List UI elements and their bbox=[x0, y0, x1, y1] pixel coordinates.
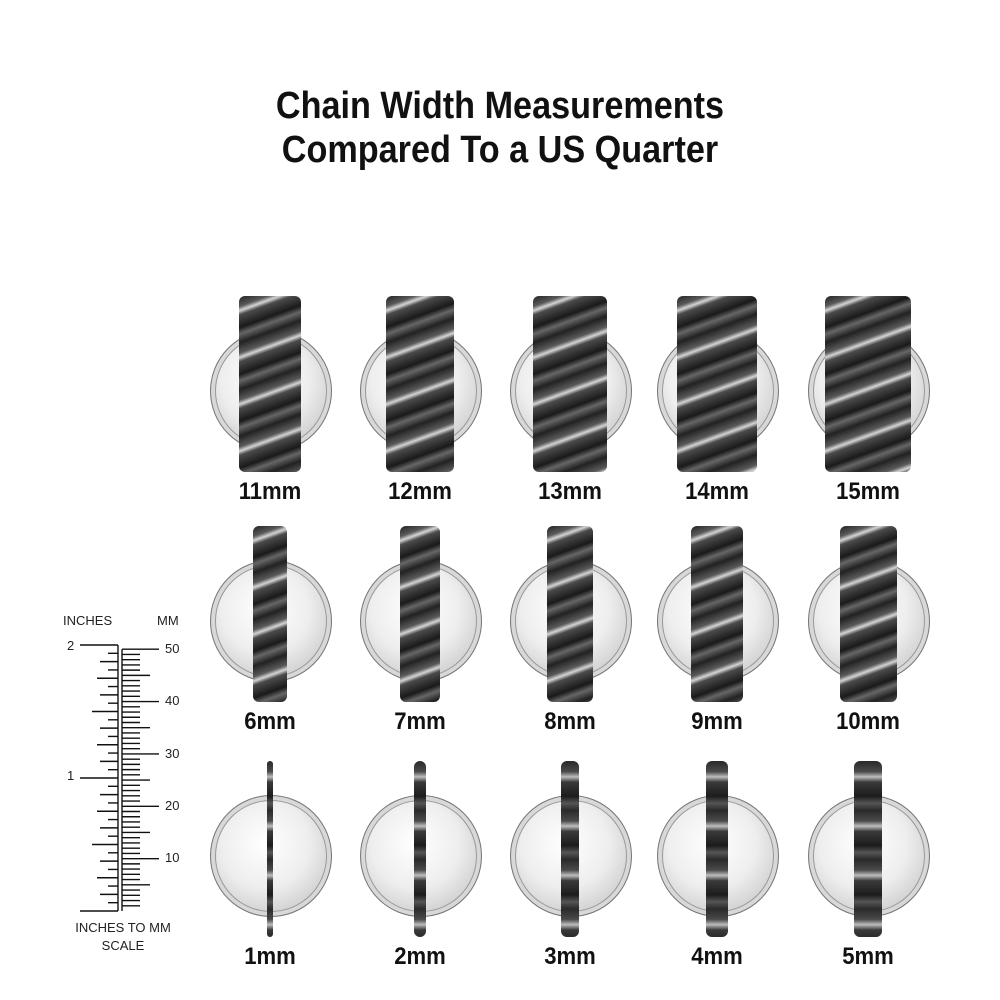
chain-image bbox=[705, 761, 729, 937]
chain-width-label: 8mm bbox=[544, 708, 596, 735]
chain-width-label: 13mm bbox=[538, 478, 602, 505]
chain-width-label: 15mm bbox=[836, 478, 900, 505]
chain-sample-8mm: 8mm bbox=[495, 520, 645, 750]
chain-image bbox=[825, 296, 911, 472]
chain-sample-5mm: 5mm bbox=[793, 755, 943, 985]
scale-caption-1: INCHES TO MM bbox=[75, 920, 171, 935]
chain-sample-2mm: 2mm bbox=[345, 755, 495, 985]
chain-image bbox=[839, 526, 897, 702]
mm-label-20: 20 bbox=[165, 798, 179, 813]
chain-width-label: 6mm bbox=[244, 708, 296, 735]
chain-image bbox=[532, 296, 608, 472]
chain-image bbox=[238, 296, 302, 472]
chain-sample-14mm: 14mm bbox=[642, 290, 792, 520]
chain-sample-11mm: 11mm bbox=[195, 290, 345, 520]
mm-label-40: 40 bbox=[165, 693, 179, 708]
chain-sample-6mm: 6mm bbox=[195, 520, 345, 750]
chain-width-label: 1mm bbox=[244, 943, 296, 970]
chain-image bbox=[853, 761, 883, 937]
mm-label-30: 30 bbox=[165, 746, 179, 761]
chain-sample-10mm: 10mm bbox=[793, 520, 943, 750]
chain-image bbox=[414, 761, 426, 937]
chain-width-label: 10mm bbox=[836, 708, 900, 735]
chain-sample-3mm: 3mm bbox=[495, 755, 645, 985]
title-line-2: Compared To a US Quarter bbox=[281, 129, 719, 171]
title-line-1: Chain Width Measurements bbox=[275, 85, 725, 127]
chain-sample-12mm: 12mm bbox=[345, 290, 495, 520]
mm-label-50: 50 bbox=[165, 641, 179, 656]
chain-image bbox=[677, 296, 757, 472]
chain-image bbox=[252, 526, 288, 702]
chain-sample-13mm: 13mm bbox=[495, 290, 645, 520]
chain-width-label: 7mm bbox=[394, 708, 446, 735]
chain-width-label: 11mm bbox=[238, 478, 302, 505]
mm-header: MM bbox=[157, 613, 179, 628]
chain-width-label: 14mm bbox=[685, 478, 749, 505]
chain-width-label: 9mm bbox=[691, 708, 743, 735]
chain-sample-9mm: 9mm bbox=[642, 520, 792, 750]
inch-label-1: 1 bbox=[67, 768, 74, 783]
chain-width-label: 12mm bbox=[388, 478, 452, 505]
chain-image bbox=[385, 296, 455, 472]
inches-to-mm-scale: INCHES MM 1 2 10 20 30 40 50 INCHES TO M… bbox=[63, 613, 179, 953]
chain-sample-7mm: 7mm bbox=[345, 520, 495, 750]
chain-width-label: 3mm bbox=[544, 943, 596, 970]
chain-sample-4mm: 4mm bbox=[642, 755, 792, 985]
chain-image bbox=[691, 526, 743, 702]
mm-label-10: 10 bbox=[165, 850, 179, 865]
chain-sample-1mm: 1mm bbox=[195, 755, 345, 985]
chain-sample-15mm: 15mm bbox=[793, 290, 943, 520]
chain-image bbox=[547, 526, 593, 702]
chain-image bbox=[400, 526, 440, 702]
chain-width-label: 2mm bbox=[394, 943, 446, 970]
inch-label-2: 2 bbox=[67, 638, 74, 653]
chain-image bbox=[561, 761, 579, 937]
chain-width-label: 4mm bbox=[691, 943, 743, 970]
chain-width-label: 5mm bbox=[842, 943, 894, 970]
chain-image bbox=[267, 761, 273, 937]
scale-caption-2: SCALE bbox=[102, 938, 145, 953]
inches-header: INCHES bbox=[63, 613, 112, 628]
